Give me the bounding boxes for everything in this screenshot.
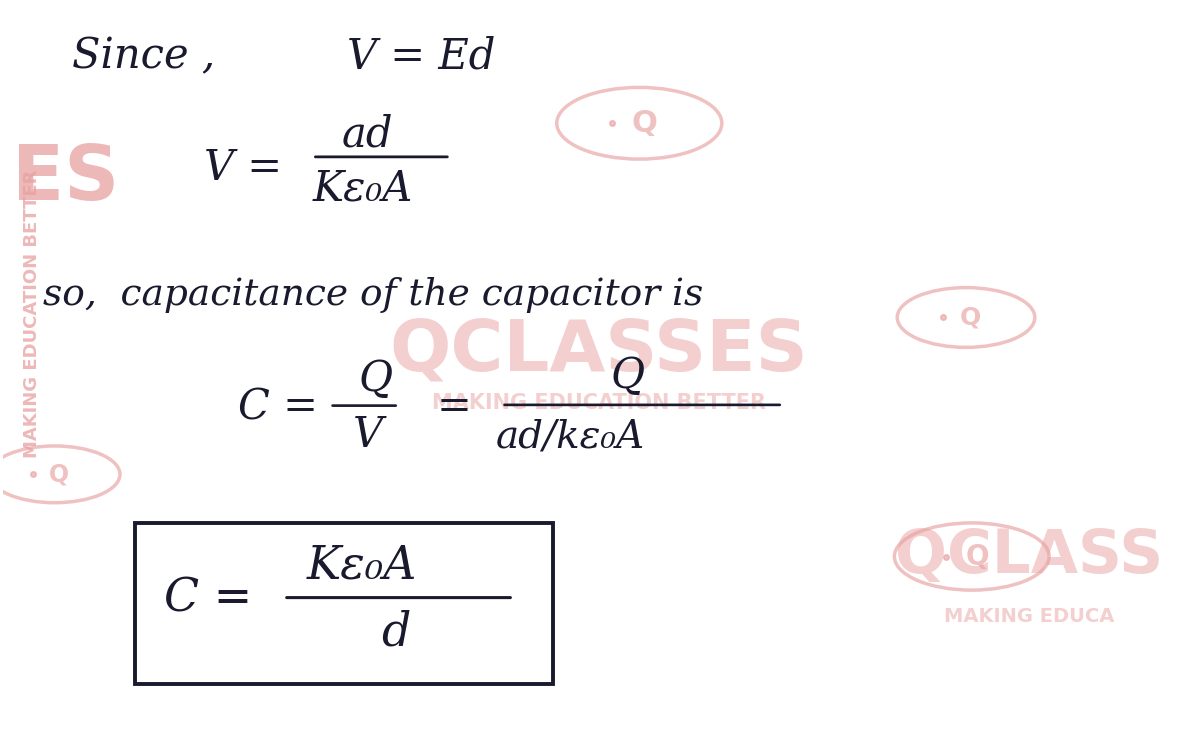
Text: Kε₀A: Kε₀A xyxy=(312,167,413,209)
Text: Q: Q xyxy=(960,306,982,329)
Text: ad: ad xyxy=(341,114,393,155)
Text: =: = xyxy=(437,386,471,428)
Text: Q: Q xyxy=(631,109,658,137)
Text: Q: Q xyxy=(49,462,69,486)
Text: V =: V = xyxy=(204,147,281,189)
Text: MAKING EDUCA: MAKING EDUCA xyxy=(944,607,1115,626)
Text: MAKING EDUCATION BETTER: MAKING EDUCATION BETTER xyxy=(23,170,40,458)
Text: V: V xyxy=(353,414,382,456)
Text: C =: C = xyxy=(239,386,318,428)
Text: C =: C = xyxy=(164,577,252,622)
Text: ad/kε₀A: ad/kε₀A xyxy=(496,418,646,456)
Text: MAKING EDUCATION BETTER: MAKING EDUCATION BETTER xyxy=(432,394,766,413)
Text: so,  capacitance of the capacitor is: so, capacitance of the capacitor is xyxy=(43,277,704,313)
Text: QCLASS: QCLASS xyxy=(895,527,1163,586)
Text: ES: ES xyxy=(12,142,120,217)
Text: V = Ed: V = Ed xyxy=(347,35,495,77)
Text: Q: Q xyxy=(358,359,393,400)
Text: Since ,: Since , xyxy=(72,35,215,77)
Text: d: d xyxy=(381,610,411,655)
Text: Kε₀A: Kε₀A xyxy=(306,544,417,589)
Text: QCLASSES: QCLASSES xyxy=(389,317,808,385)
Text: Q: Q xyxy=(965,542,989,571)
Text: Q: Q xyxy=(610,355,645,397)
FancyBboxPatch shape xyxy=(135,523,553,684)
